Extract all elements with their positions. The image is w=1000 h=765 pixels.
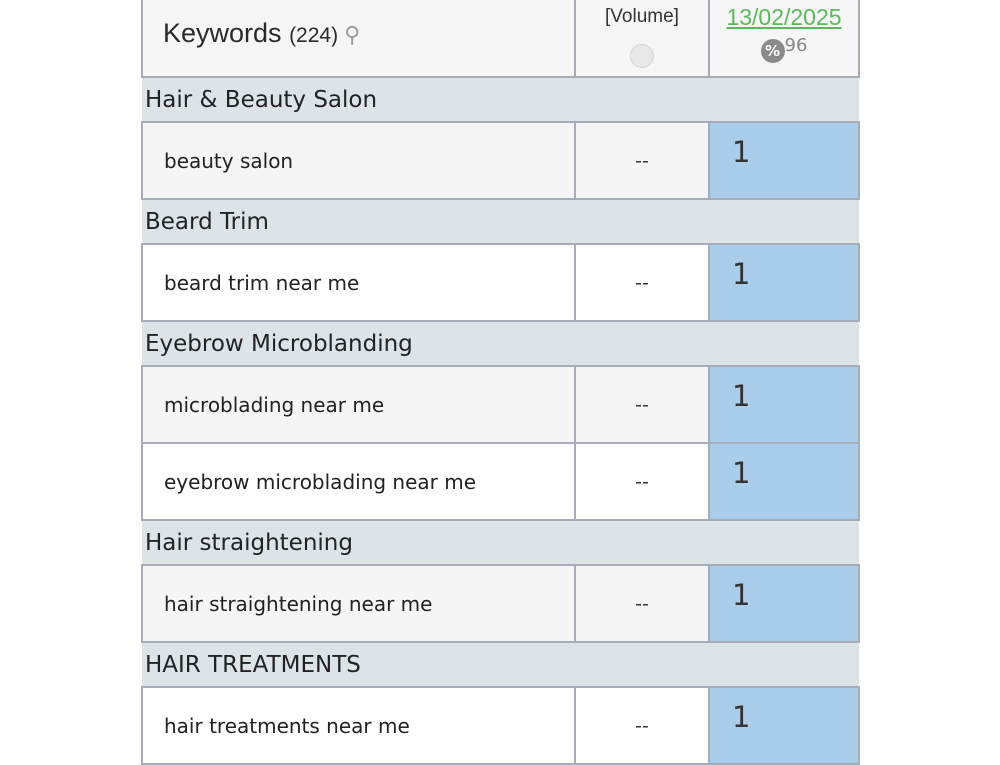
keywords-table: Keywords (224) ⚲ [Volume] 13/02/2025% 96 H… xyxy=(141,0,860,765)
rank-cell[interactable]: 1 xyxy=(708,365,860,444)
group-row: Beard Trim xyxy=(142,198,859,245)
table-row: hair straightening near me -- 1 xyxy=(141,564,860,643)
rank-cell[interactable]: 1 xyxy=(708,564,860,643)
globe-icon xyxy=(630,44,654,68)
table-row: eyebrow microblading near me -- 1 xyxy=(141,442,860,521)
date-link[interactable]: 13/02/2025 xyxy=(726,4,842,30)
keyword-cell[interactable]: hair treatments near me xyxy=(141,686,576,765)
keywords-header[interactable]: Keywords (224) ⚲ xyxy=(141,0,576,78)
group-name: Beard Trim xyxy=(142,198,859,245)
header-row: Keywords (224) ⚲ [Volume] 13/02/2025% 96 xyxy=(141,0,860,78)
group-row: Eyebrow Microblanding xyxy=(142,320,859,367)
table-row: microblading near me -- 1 xyxy=(141,365,860,444)
group-name: Hair straightening xyxy=(142,519,859,566)
date-header: 13/02/2025% 96 xyxy=(708,0,860,78)
percent-value: 96 xyxy=(784,35,808,56)
keyword-cell[interactable]: hair straightening near me xyxy=(141,564,576,643)
volume-header[interactable]: [Volume] xyxy=(574,0,710,78)
volume-cell: -- xyxy=(574,686,710,765)
rank-cell[interactable]: 1 xyxy=(708,243,860,322)
percent-icon: % xyxy=(760,39,785,63)
volume-cell: -- xyxy=(574,564,710,643)
table-row: hair treatments near me -- 1 xyxy=(141,686,860,765)
volume-label: [Volume] xyxy=(605,6,679,27)
volume-cell: -- xyxy=(574,121,710,200)
keyword-cell[interactable]: beauty salon xyxy=(141,121,576,200)
keyword-cell[interactable]: microblading near me xyxy=(141,365,576,444)
volume-cell: -- xyxy=(574,442,710,521)
table-row: beard trim near me -- 1 xyxy=(141,243,860,322)
search-icon[interactable]: ⚲ xyxy=(344,22,361,47)
group-row: Hair & Beauty Salon xyxy=(142,76,859,123)
group-name: HAIR TREATMENTS xyxy=(142,641,859,688)
volume-cell: -- xyxy=(574,365,710,444)
rank-cell[interactable]: 1 xyxy=(708,442,860,521)
group-name: Hair & Beauty Salon xyxy=(142,76,859,123)
keyword-cell[interactable]: eyebrow microblading near me xyxy=(141,442,576,521)
keyword-cell[interactable]: beard trim near me xyxy=(141,243,576,322)
rank-cell[interactable]: 1 xyxy=(708,686,860,765)
keyword-count: (224) xyxy=(289,24,339,47)
group-row: Hair straightening xyxy=(142,519,859,566)
rank-cell[interactable]: 1 xyxy=(708,121,860,200)
keywords-label: Keywords xyxy=(163,18,282,48)
table-row: beauty salon -- 1 xyxy=(141,121,860,200)
volume-cell: -- xyxy=(574,243,710,322)
group-name: Eyebrow Microblanding xyxy=(142,320,859,367)
group-row: HAIR TREATMENTS xyxy=(142,641,859,688)
